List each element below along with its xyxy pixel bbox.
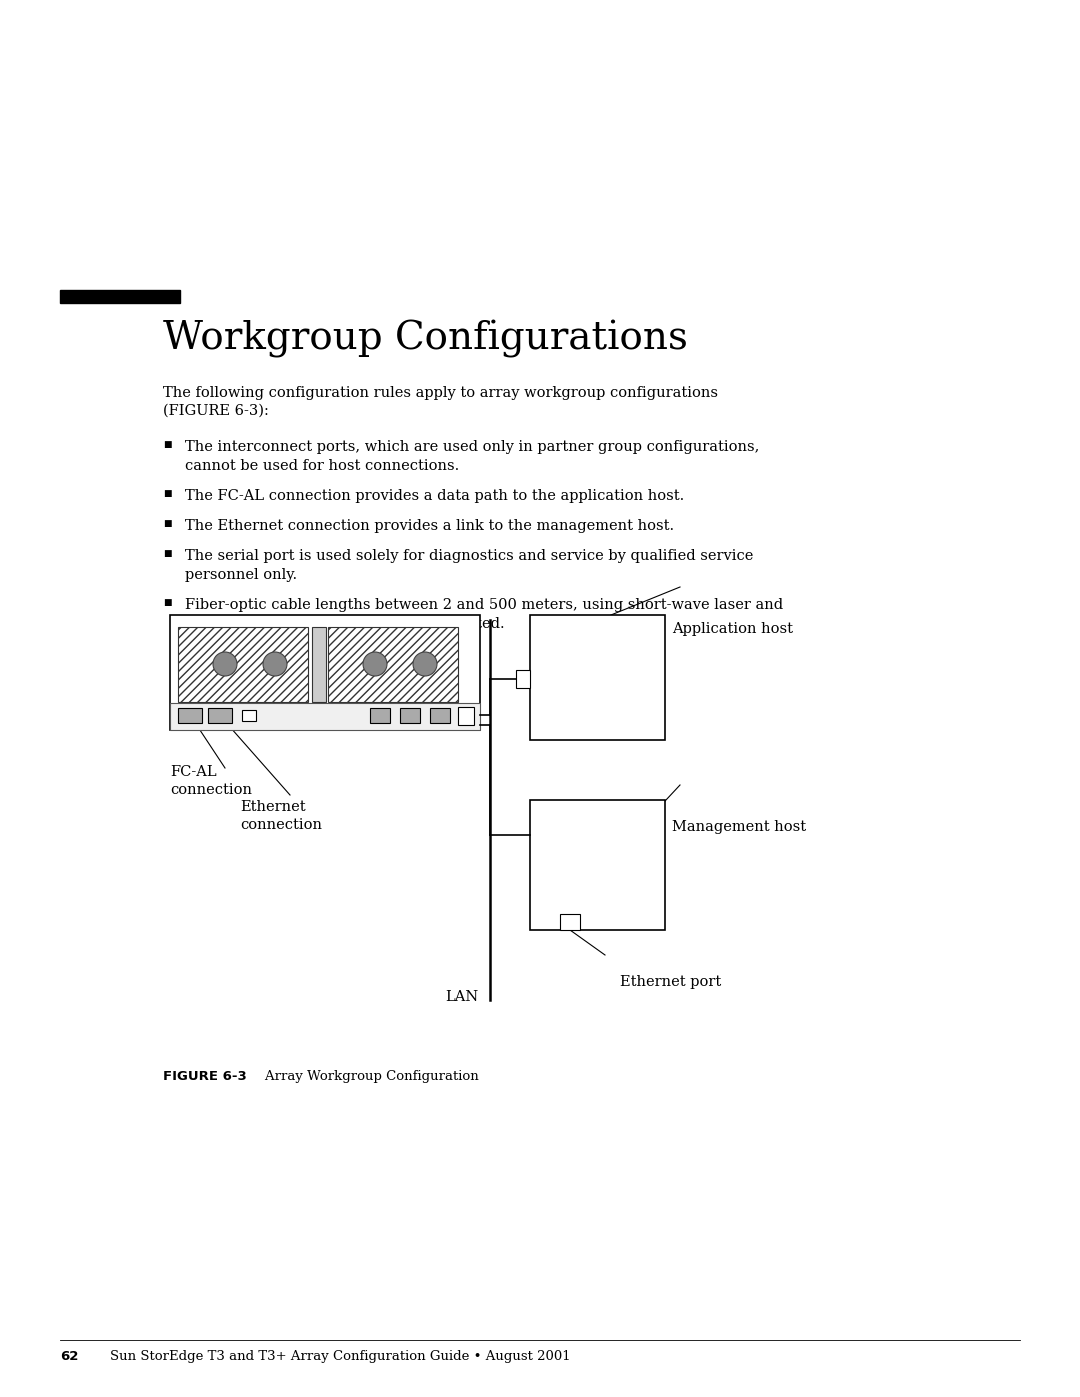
Text: Management host: Management host	[672, 820, 806, 834]
Text: The following configuration rules apply to array workgroup configurations: The following configuration rules apply …	[163, 386, 718, 400]
Circle shape	[363, 652, 387, 676]
Text: ■: ■	[163, 549, 172, 557]
Text: Array Workgroup Configuration: Array Workgroup Configuration	[248, 1070, 478, 1083]
Bar	[458, 707, 474, 725]
Bar	[430, 708, 450, 724]
Text: ■: ■	[163, 489, 172, 497]
Text: 50-micron fiber-optic cable, are supported.: 50-micron fiber-optic cable, are support…	[185, 617, 504, 631]
Circle shape	[264, 652, 287, 676]
Bar	[208, 708, 232, 724]
Text: The Ethernet connection provides a link to the management host.: The Ethernet connection provides a link …	[185, 520, 674, 534]
Text: ■: ■	[163, 598, 172, 608]
Text: The serial port is used solely for diagnostics and service by qualified service: The serial port is used solely for diagn…	[185, 549, 754, 563]
Bar	[370, 708, 390, 724]
Bar	[178, 627, 308, 703]
Circle shape	[413, 652, 437, 676]
Text: 62: 62	[60, 1350, 79, 1363]
Bar	[561, 914, 580, 930]
Text: personnel only.: personnel only.	[185, 569, 297, 583]
Bar	[178, 708, 202, 724]
Text: Ethernet port: Ethernet port	[620, 975, 721, 989]
Bar	[170, 703, 480, 731]
Text: Sun StorEdge T3 and T3+ Array Configuration Guide • August 2001: Sun StorEdge T3 and T3+ Array Configurat…	[110, 1350, 570, 1363]
Circle shape	[213, 652, 237, 676]
Text: Workgroup Configurations: Workgroup Configurations	[163, 320, 688, 358]
Bar	[530, 615, 665, 740]
Text: cannot be used for host connections.: cannot be used for host connections.	[185, 460, 459, 474]
Text: (FIGURE 6-3):: (FIGURE 6-3):	[163, 404, 269, 418]
Bar	[530, 800, 665, 930]
Text: Application host: Application host	[672, 622, 793, 636]
Text: FIGURE 6-3: FIGURE 6-3	[163, 1070, 246, 1083]
Text: The interconnect ports, which are used only in partner group configurations,: The interconnect ports, which are used o…	[185, 440, 759, 454]
Text: ■: ■	[163, 520, 172, 528]
Bar	[170, 615, 480, 731]
Bar	[328, 627, 458, 703]
Bar	[60, 291, 180, 303]
Text: Fiber-optic cable lengths between 2 and 500 meters, using short-wave laser and: Fiber-optic cable lengths between 2 and …	[185, 598, 783, 612]
Text: The FC-AL connection provides a data path to the application host.: The FC-AL connection provides a data pat…	[185, 489, 685, 503]
Text: FC-AL
connection: FC-AL connection	[170, 766, 252, 798]
Text: LAN: LAN	[445, 990, 478, 1004]
Text: ■: ■	[163, 440, 172, 448]
Bar	[312, 627, 326, 703]
Bar	[400, 708, 420, 724]
Text: Ethernet
connection: Ethernet connection	[240, 800, 322, 833]
Bar	[516, 671, 530, 687]
Bar	[242, 710, 256, 721]
